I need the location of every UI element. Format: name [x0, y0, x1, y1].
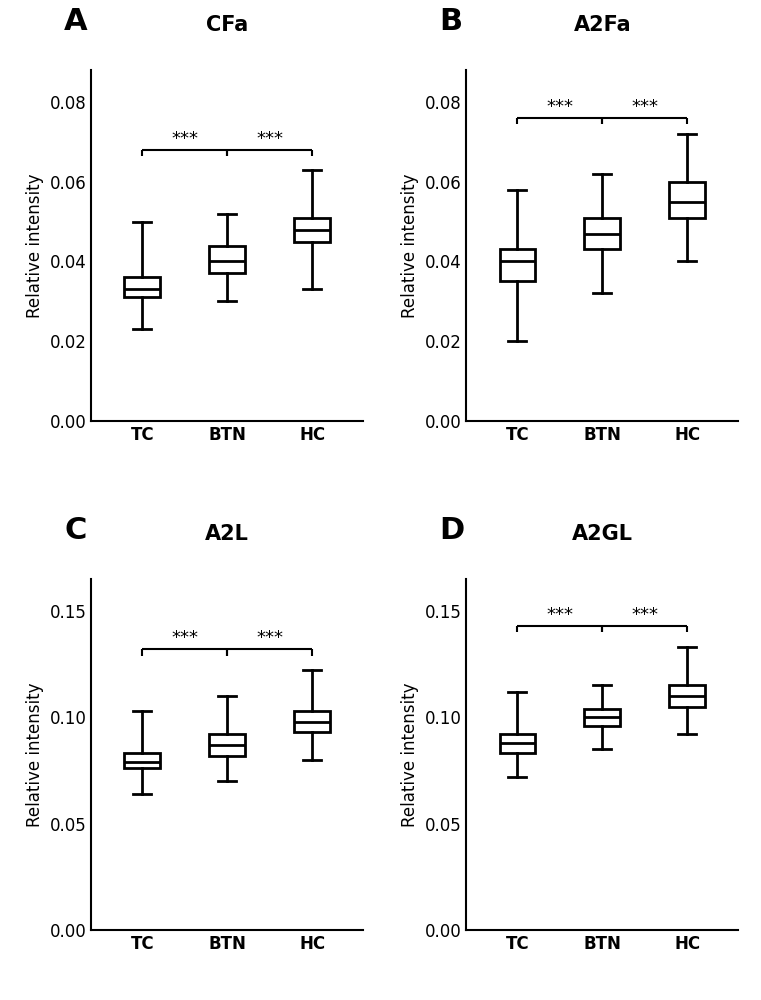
PathPatch shape	[125, 753, 160, 768]
Text: ***: ***	[631, 98, 658, 116]
Text: C: C	[64, 516, 87, 545]
Text: ***: ***	[546, 606, 573, 624]
PathPatch shape	[209, 246, 245, 273]
PathPatch shape	[295, 711, 330, 732]
Title: A2L: A2L	[205, 524, 249, 544]
Title: A2Fa: A2Fa	[574, 15, 631, 35]
PathPatch shape	[295, 218, 330, 242]
PathPatch shape	[584, 709, 620, 726]
PathPatch shape	[499, 734, 535, 753]
Y-axis label: Relative intensity: Relative intensity	[26, 173, 44, 318]
Title: CFa: CFa	[206, 15, 248, 35]
PathPatch shape	[209, 734, 245, 756]
Text: ***: ***	[546, 98, 573, 116]
Text: ***: ***	[171, 629, 199, 647]
Y-axis label: Relative intensity: Relative intensity	[401, 173, 419, 318]
Text: B: B	[439, 7, 463, 36]
Text: A: A	[64, 7, 88, 36]
PathPatch shape	[584, 218, 620, 249]
Text: ***: ***	[171, 130, 199, 148]
PathPatch shape	[499, 249, 535, 281]
PathPatch shape	[125, 277, 160, 297]
Text: ***: ***	[256, 130, 283, 148]
PathPatch shape	[670, 685, 705, 707]
PathPatch shape	[670, 182, 705, 218]
Y-axis label: Relative intensity: Relative intensity	[401, 682, 419, 827]
Title: A2GL: A2GL	[572, 524, 633, 544]
Text: ***: ***	[256, 629, 283, 647]
Y-axis label: Relative intensity: Relative intensity	[26, 682, 44, 827]
Text: ***: ***	[631, 606, 658, 624]
Text: D: D	[439, 516, 464, 545]
